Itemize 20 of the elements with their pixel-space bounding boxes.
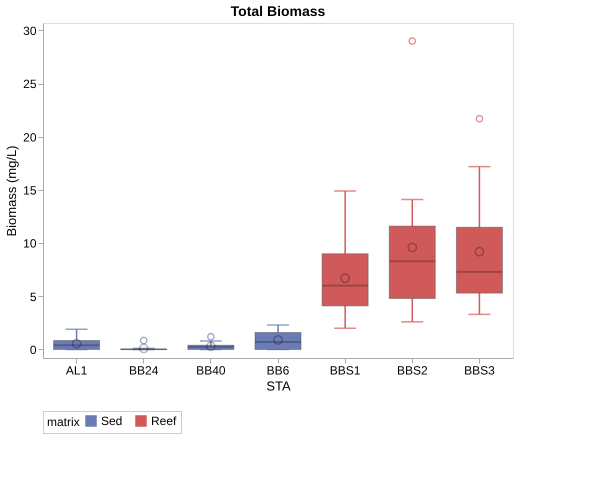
x-tick-label: BB40 (196, 364, 226, 378)
x-tick-label: BB24 (129, 364, 159, 378)
x-tick-label: BB6 (266, 364, 290, 378)
legend-title: matrix (47, 415, 80, 429)
y-tick-label: 5 (30, 290, 37, 304)
x-tick-label: AL1 (66, 364, 88, 378)
y-tick-label: 30 (23, 24, 37, 38)
x-axis-title: STA (266, 378, 291, 394)
y-tick-label: 0 (30, 342, 37, 357)
chart-title: Total Biomass (230, 3, 326, 19)
x-tick-label: BBS1 (330, 364, 361, 378)
legend-label: Sed (101, 414, 122, 428)
legend-label: Reef (151, 414, 178, 428)
x-tick-label: BBS3 (464, 364, 496, 378)
x-tick-label: BBS2 (396, 364, 428, 378)
y-axis-title: Biomass (mg/L) (4, 145, 20, 237)
y-tick-label: 20 (23, 130, 37, 144)
y-tick-label: 25 (23, 77, 37, 92)
y-tick-label: 10 (23, 236, 37, 251)
y-tick-label: 15 (23, 183, 37, 198)
